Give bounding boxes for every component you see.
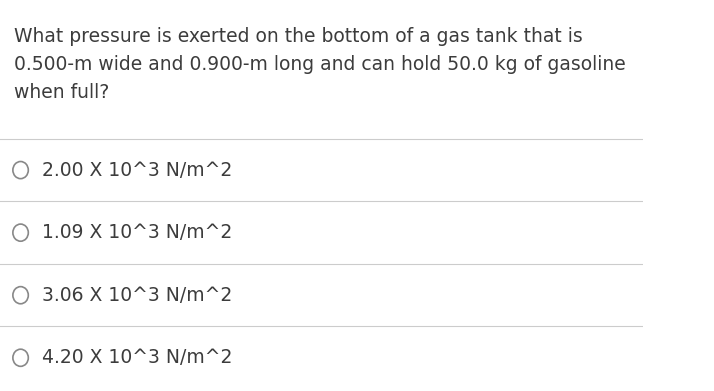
Text: 4.20 X 10^3 N/m^2: 4.20 X 10^3 N/m^2 — [42, 348, 232, 367]
Text: What pressure is exerted on the bottom of a gas tank that is
0.500-m wide and 0.: What pressure is exerted on the bottom o… — [14, 27, 626, 102]
Text: 1.09 X 10^3 N/m^2: 1.09 X 10^3 N/m^2 — [42, 223, 232, 242]
Text: 2.00 X 10^3 N/m^2: 2.00 X 10^3 N/m^2 — [42, 161, 232, 179]
Text: 3.06 X 10^3 N/m^2: 3.06 X 10^3 N/m^2 — [42, 286, 232, 305]
